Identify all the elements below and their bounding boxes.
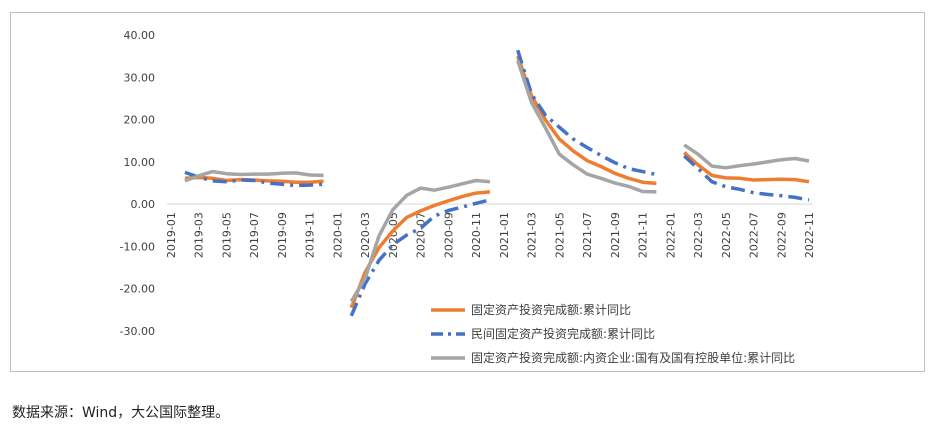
y-tick-label: -20.00	[120, 283, 155, 296]
legend-label-1: 固定资产投资完成额:累计同比	[471, 302, 631, 317]
y-tick-label: -10.00	[120, 240, 155, 253]
legend: 固定资产投资完成额:累计同比民间固定资产投资完成额:累计同比固定资产投资完成额:…	[431, 302, 795, 365]
x-tick-label: 2022-05	[720, 212, 733, 258]
y-tick-label: 10.00	[124, 156, 156, 169]
x-tick-label: 2019-07	[248, 212, 261, 258]
x-tick-label: 2019-01	[165, 212, 178, 258]
x-tick-label: 2022-01	[664, 212, 677, 258]
y-axis-ticks: 40.00 30.00 20.00 10.00 0.00 -10.00 -20.00 -30.…	[120, 29, 155, 338]
y-tick-label: 30.00	[124, 71, 156, 84]
x-tick-label: 2019-03	[193, 212, 206, 258]
x-tick-label: 2021-07	[581, 212, 594, 258]
y-tick-label: 20.00	[124, 114, 156, 127]
x-tick-label: 2022-11	[803, 212, 816, 258]
series-line-2	[184, 49, 810, 317]
source-note: 数据来源：Wind，大公国际整理。	[12, 405, 230, 421]
x-tick-label: 2020-07	[415, 212, 428, 258]
series-line-3	[184, 59, 810, 303]
legend-label-2: 民间固定资产投资完成额:累计同比	[471, 326, 655, 341]
x-tick-label: 2020-03	[359, 212, 372, 258]
x-tick-label: 2021-01	[498, 212, 511, 258]
x-tick-label: 2019-11	[304, 212, 317, 258]
line-chart: 40.00 30.00 20.00 10.00 0.00 -10.00 -20.00 -30.…	[120, 29, 816, 365]
x-tick-label: 2020-11	[470, 212, 483, 258]
y-tick-label: 0.00	[131, 198, 156, 211]
x-tick-label: 2019-09	[276, 212, 289, 258]
legend-label-3: 固定资产投资完成额:内资企业:国有及国有控股单位:累计同比	[471, 350, 795, 365]
series-lines	[184, 49, 810, 317]
x-tick-label: 2020-09	[442, 212, 455, 258]
x-tick-label: 2021-11	[637, 212, 650, 258]
x-tick-label: 2019-05	[220, 212, 233, 258]
x-tick-label: 2021-03	[526, 212, 539, 258]
x-tick-label: 2021-05	[553, 212, 566, 258]
y-tick-label: 40.00	[124, 29, 156, 42]
x-tick-label: 2022-07	[748, 212, 761, 258]
y-tick-label: -30.00	[120, 325, 155, 338]
chart-frame: 40.00 30.00 20.00 10.00 0.00 -10.00 -20.00 -30.…	[10, 12, 925, 372]
x-tick-label: 2020-01	[331, 212, 344, 258]
x-tick-label: 2021-09	[609, 212, 622, 258]
x-tick-label: 2022-03	[692, 212, 705, 258]
x-tick-label: 2022-09	[775, 212, 788, 258]
x-axis-ticks: 2019-01 2019-03 2019-05 2019-07 2019-09 2019-…	[165, 212, 816, 258]
